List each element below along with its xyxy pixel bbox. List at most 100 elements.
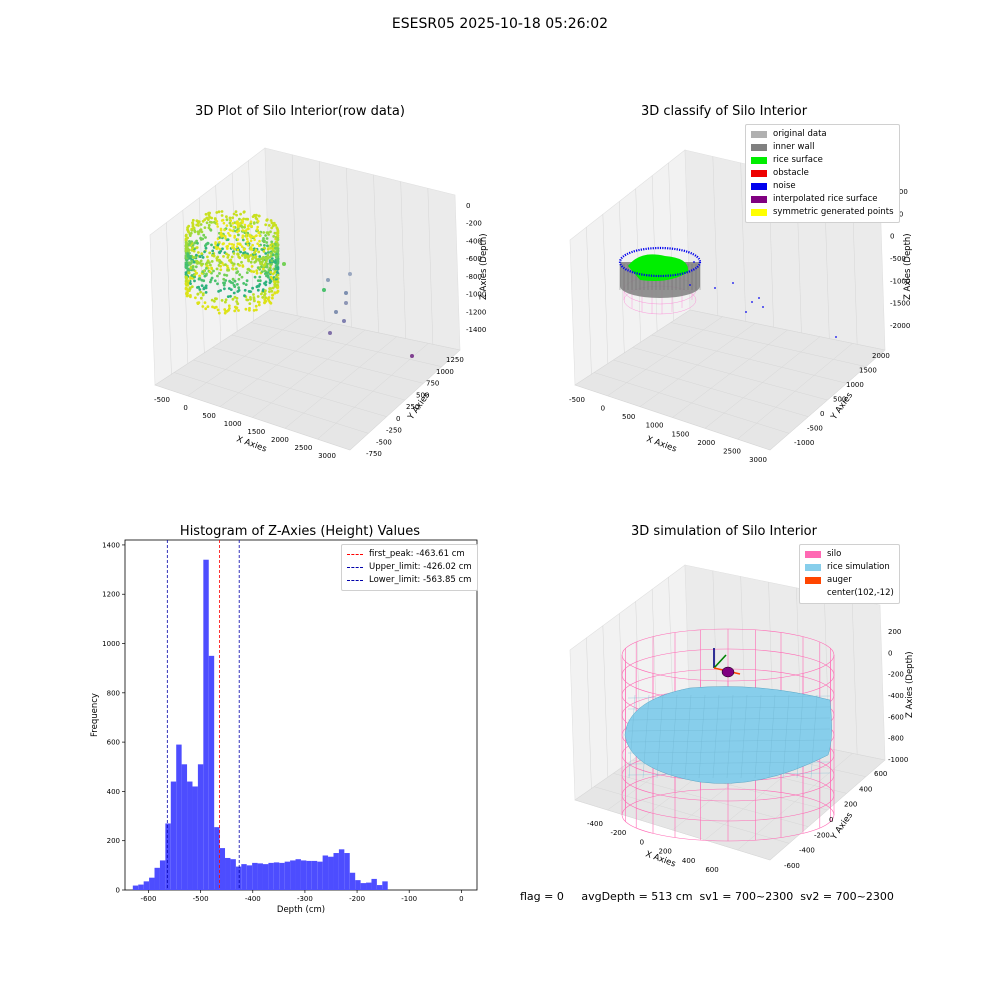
point-cloud-point [238,222,241,225]
point-cloud-point [248,233,251,237]
legend-label: noise [773,181,796,191]
point-cloud-point [243,251,247,254]
point-cloud-point [241,220,245,223]
point-cloud-point [228,279,232,283]
point-cloud-point [237,289,241,292]
point-cloud-point [229,219,232,222]
point-cloud-point [191,221,194,225]
point-cloud-point [257,303,261,307]
figure-title: ESESR05 2025-10-18 05:26:02 [391,16,609,32]
p1-ytick-0: -750 [366,450,382,458]
p4-ztick-4: -600 [888,713,904,721]
histogram-bar [170,781,177,890]
panel4-zlabel: Z Axies (Depth) [905,651,915,718]
point-cloud-point [258,260,262,264]
histogram-bar [290,860,296,890]
histogram-bar [322,855,329,890]
point-cloud-point [273,250,277,254]
point-cloud-point [276,247,280,250]
histogram-bar [154,867,160,890]
point-cloud-point [217,290,221,293]
point-cloud-point [258,231,261,234]
point-cloud-point [273,291,277,295]
point-cloud-point [219,229,223,232]
point-cloud-point [248,306,251,310]
point-cloud-point [252,293,255,296]
histogram-bar [138,884,144,890]
noise-point [693,261,695,263]
point-cloud-point [196,301,200,305]
histogram-bar [159,860,166,890]
histogram-bar [306,860,312,890]
point-cloud-point [263,282,266,285]
point-cloud-point [226,238,230,242]
p4-ztick-5: -800 [888,735,904,743]
point-cloud-point [213,217,217,220]
point-cloud-point [247,227,250,231]
point-cloud-point [202,286,206,290]
point-cloud-point [208,215,212,219]
point-cloud-point [274,223,278,227]
histogram-bar [143,881,150,890]
point-cloud-point [258,279,262,283]
panel1-xlabel: X Axies [235,434,268,454]
point-cloud-point [197,277,201,281]
point-cloud-point [243,288,247,292]
point-cloud-point [239,250,243,254]
point-cloud-point [258,255,262,258]
p1-ytick-3: 0 [396,415,400,423]
legend-entry: rice surface [751,154,894,167]
point-cloud-point [196,292,200,296]
histogram-xtick: 0 [459,895,463,903]
point-cloud-point [233,285,237,288]
point-cloud-point [260,270,264,273]
outlier-point [322,288,326,292]
p2-ytick-2: 0 [820,410,824,418]
histogram-ytick: 1400 [102,541,120,549]
histogram-bar [192,786,198,890]
histogram-bar [262,864,269,890]
point-cloud-point [185,294,189,298]
legend-label: silo [827,549,842,559]
point-cloud-point [237,286,241,290]
point-cloud-point [264,234,267,237]
point-cloud-point [222,242,225,245]
point-cloud-point [200,284,204,287]
point-cloud-point [205,272,208,276]
point-cloud-point [264,252,268,255]
legend-swatch [751,131,767,138]
point-cloud-point [274,254,278,258]
histogram-xtick: -300 [297,895,313,903]
point-cloud-point [269,246,273,250]
point-cloud-point [275,291,279,294]
p4-ytick-4: 200 [844,801,857,809]
point-cloud-point [264,223,268,227]
legend-swatch [805,551,821,558]
point-cloud-point [245,271,249,274]
point-cloud-point [230,255,234,259]
histogram-bar [284,861,291,890]
point-cloud-point [256,266,260,270]
histogram-legend-entry: first_peak: -463.61 cm [347,548,472,561]
p1-ytick-1: -500 [376,438,392,446]
point-cloud-point [230,261,234,265]
point-cloud-point [231,278,235,281]
histogram-ytick: 1000 [102,640,120,648]
point-cloud-point [236,252,240,256]
point-cloud-point [188,232,192,236]
point-cloud-point [240,245,244,248]
point-cloud-point [267,275,270,279]
histogram-ytick: 800 [107,689,120,697]
point-cloud-point [213,306,217,310]
point-cloud-point [253,251,256,255]
histogram-bar [165,823,171,890]
point-cloud-point [275,275,278,279]
point-cloud-point [270,257,274,260]
legend-label: rice simulation [827,562,890,572]
point-cloud-point [197,232,200,236]
point-cloud-point [199,228,203,232]
point-cloud-point [243,223,247,227]
p2-ztick-6: -2000 [890,322,910,330]
point-cloud-point [205,266,208,270]
histogram-ytick: 0 [116,887,120,895]
